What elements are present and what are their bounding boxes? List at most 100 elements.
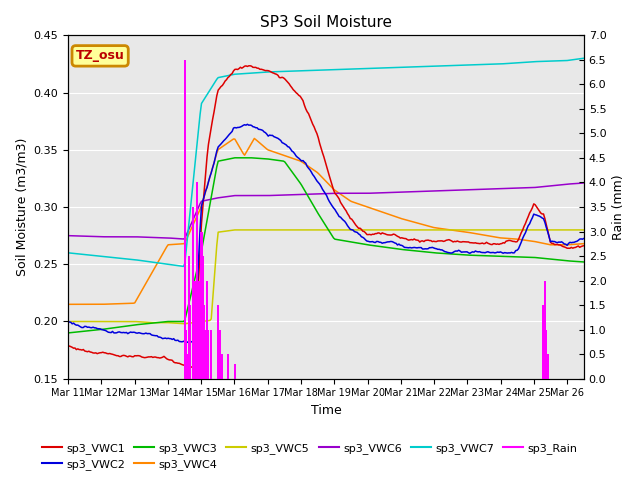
sp3_VWC6 [64, 233, 72, 239]
sp3_VWC4 [129, 300, 137, 306]
X-axis label: Time: Time [310, 404, 341, 417]
sp3_VWC6 [239, 192, 247, 198]
sp3_VWC7 [149, 259, 157, 265]
Bar [192, 207, 194, 379]
sp3_VWC1 [239, 64, 247, 70]
sp3_VWC2 [239, 122, 247, 128]
Bar [195, 305, 197, 379]
sp3_VWC3 [570, 258, 578, 264]
Legend: sp3_VWC1, sp3_VWC2, sp3_VWC3, sp3_VWC4, sp3_VWC5, sp3_VWC6, sp3_VWC7, sp3_Rain: sp3_VWC1, sp3_VWC2, sp3_VWC3, sp3_VWC4, … [38, 438, 582, 474]
sp3_VWC7 [444, 63, 451, 69]
sp3_VWC6 [328, 191, 336, 196]
sp3_VWC1 [129, 354, 137, 360]
sp3_VWC5 [572, 227, 579, 233]
sp3_VWC4 [238, 148, 246, 154]
Text: TZ_osu: TZ_osu [76, 49, 125, 62]
Line: sp3_VWC5: sp3_VWC5 [68, 230, 584, 324]
Line: sp3_VWC4: sp3_VWC4 [68, 138, 584, 304]
sp3_VWC5 [241, 227, 248, 233]
Bar [205, 330, 207, 379]
sp3_VWC3 [580, 259, 588, 265]
Bar [188, 256, 190, 379]
Bar [202, 256, 204, 379]
Bar [227, 354, 229, 379]
sp3_VWC1 [445, 237, 453, 242]
sp3_VWC4 [328, 185, 336, 191]
sp3_VWC7 [570, 57, 578, 62]
Line: sp3_VWC6: sp3_VWC6 [68, 183, 584, 239]
sp3_VWC4 [580, 241, 588, 247]
sp3_VWC7 [580, 55, 588, 61]
sp3_VWC1 [572, 244, 579, 250]
sp3_VWC1 [330, 187, 337, 193]
sp3_VWC4 [149, 268, 157, 274]
sp3_VWC1 [246, 63, 254, 69]
sp3_VWC3 [149, 320, 157, 326]
sp3_VWC3 [328, 233, 336, 239]
Bar [204, 305, 205, 379]
sp3_VWC5 [129, 319, 137, 324]
Y-axis label: Soil Moisture (m3/m3): Soil Moisture (m3/m3) [15, 138, 28, 276]
sp3_VWC5 [149, 320, 157, 325]
Line: sp3_VWC2: sp3_VWC2 [68, 124, 584, 342]
sp3_VWC2 [572, 239, 579, 244]
Bar [189, 305, 191, 379]
Bar [234, 364, 236, 379]
sp3_VWC3 [64, 330, 72, 336]
sp3_VWC7 [328, 67, 336, 72]
sp3_VWC3 [239, 155, 247, 161]
Bar [544, 281, 546, 379]
sp3_VWC1 [580, 243, 588, 249]
Bar [186, 354, 189, 379]
Line: sp3_VWC1: sp3_VWC1 [68, 66, 584, 367]
sp3_VWC3 [444, 251, 451, 257]
Bar [545, 330, 547, 379]
Bar [185, 330, 188, 379]
sp3_VWC5 [181, 321, 189, 326]
Bar [221, 354, 223, 379]
sp3_VWC6 [570, 181, 578, 187]
sp3_VWC6 [129, 234, 137, 240]
sp3_VWC2 [330, 205, 337, 211]
sp3_VWC4 [570, 241, 578, 247]
sp3_VWC2 [149, 333, 157, 338]
Line: sp3_VWC3: sp3_VWC3 [68, 158, 584, 333]
Bar [206, 281, 208, 379]
sp3_VWC5 [580, 227, 588, 233]
Bar [198, 281, 200, 379]
Bar [543, 305, 545, 379]
Bar [200, 231, 202, 379]
sp3_VWC1 [64, 344, 72, 349]
sp3_VWC1 [149, 355, 157, 360]
sp3_VWC5 [330, 227, 337, 233]
Line: sp3_VWC7: sp3_VWC7 [68, 58, 584, 266]
sp3_VWC3 [129, 322, 137, 328]
Bar [217, 305, 220, 379]
Bar [207, 330, 209, 379]
Bar [193, 281, 196, 379]
sp3_VWC6 [180, 236, 188, 242]
sp3_VWC2 [244, 121, 252, 127]
Bar [218, 330, 221, 379]
sp3_VWC5 [445, 227, 453, 233]
sp3_VWC6 [149, 235, 157, 240]
sp3_VWC5 [64, 319, 72, 324]
sp3_VWC7 [64, 250, 72, 256]
sp3_VWC2 [129, 329, 137, 335]
sp3_VWC6 [580, 180, 588, 186]
sp3_VWC2 [64, 319, 72, 324]
sp3_VWC4 [64, 301, 72, 307]
Bar [210, 330, 212, 379]
sp3_VWC4 [444, 227, 451, 232]
Y-axis label: Rain (mm): Rain (mm) [612, 174, 625, 240]
sp3_VWC4 [250, 135, 258, 141]
Title: SP3 Soil Moisture: SP3 Soil Moisture [260, 15, 392, 30]
sp3_VWC7 [129, 257, 137, 263]
Bar [184, 60, 186, 379]
Bar [196, 182, 198, 379]
sp3_VWC2 [445, 250, 453, 255]
sp3_VWC5 [231, 227, 239, 233]
sp3_VWC1 [188, 364, 196, 370]
sp3_VWC2 [184, 339, 191, 345]
sp3_VWC2 [580, 236, 588, 241]
